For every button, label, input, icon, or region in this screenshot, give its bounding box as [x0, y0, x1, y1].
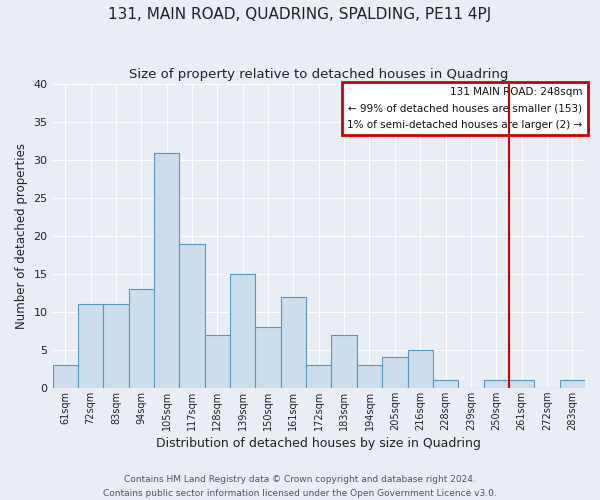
Bar	[103, 304, 128, 388]
Bar	[205, 334, 230, 388]
Bar	[560, 380, 585, 388]
Bar	[509, 380, 534, 388]
Bar	[357, 365, 382, 388]
Y-axis label: Number of detached properties: Number of detached properties	[15, 143, 28, 329]
Title: Size of property relative to detached houses in Quadring: Size of property relative to detached ho…	[129, 68, 508, 80]
Text: Contains HM Land Registry data © Crown copyright and database right 2024.
Contai: Contains HM Land Registry data © Crown c…	[103, 476, 497, 498]
Bar	[306, 365, 331, 388]
Bar	[256, 327, 281, 388]
Text: 131, MAIN ROAD, QUADRING, SPALDING, PE11 4PJ: 131, MAIN ROAD, QUADRING, SPALDING, PE11…	[109, 8, 491, 22]
Bar	[154, 152, 179, 388]
Bar	[179, 244, 205, 388]
Bar	[78, 304, 103, 388]
Bar	[230, 274, 256, 388]
X-axis label: Distribution of detached houses by size in Quadring: Distribution of detached houses by size …	[157, 437, 481, 450]
Bar	[331, 334, 357, 388]
Text: 131 MAIN ROAD: 248sqm
← 99% of detached houses are smaller (153)
1% of semi-deta: 131 MAIN ROAD: 248sqm ← 99% of detached …	[347, 88, 583, 130]
Bar	[407, 350, 433, 388]
Bar	[281, 297, 306, 388]
Bar	[53, 365, 78, 388]
Bar	[484, 380, 509, 388]
Bar	[433, 380, 458, 388]
Bar	[128, 289, 154, 388]
Bar	[382, 358, 407, 388]
